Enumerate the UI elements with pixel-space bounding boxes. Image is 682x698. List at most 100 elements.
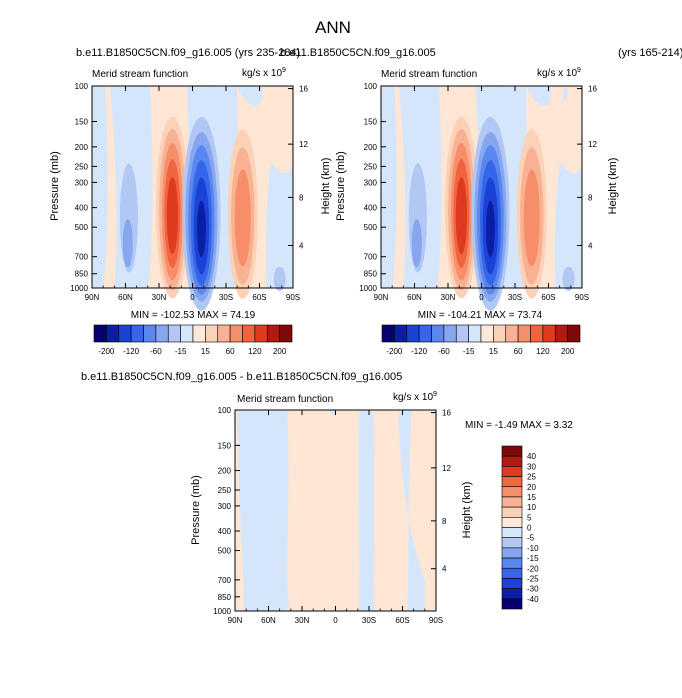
panel2-strat-blue (526, 86, 552, 106)
panel-case1: Merid stream function kg/s x 109 90N 60N 3… (49, 67, 332, 321)
colorbar3-swatch (501, 598, 523, 610)
panel3-ytick-label: 850 (218, 593, 232, 602)
panel1-strat-blue (237, 86, 263, 106)
panel2-xtick-label: 30N (441, 293, 456, 302)
colorbar3-swatch (501, 567, 523, 579)
panel2-units-label: kg/s x 10 (537, 68, 577, 79)
panel3-ytick-label: 150 (218, 441, 232, 450)
panel3-plot-title: Merid stream function (237, 394, 333, 405)
panel1-ytick-label: 400 (75, 204, 89, 213)
panel1-y2tick-label: 4 (299, 241, 304, 250)
colorbar1-swatch (167, 324, 181, 343)
colorbar3-swatch (501, 466, 523, 477)
colorbar2-label: -60 (438, 347, 450, 356)
colorbar3-label: -30 (527, 585, 539, 594)
colorbar3-label: 5 (527, 513, 532, 522)
colorbar1-swatch (279, 324, 293, 343)
colorbar3-swatch (501, 547, 523, 559)
panel2-ytick-label: 850 (364, 270, 378, 279)
panel2-strat-blue-2 (562, 88, 568, 101)
panel3-y2tick-label: 8 (442, 517, 447, 526)
panel3-region-nh-negative (237, 410, 290, 611)
panel2-cell-north-polar (381, 86, 397, 288)
panel1-y2tick-label: 12 (299, 140, 308, 149)
colorbar3-swatch (501, 445, 523, 457)
panel-difference: Merid stream function kg/s x 109 90N 60N 3… (190, 391, 573, 625)
panel3-region-sh-polar-negative (398, 410, 425, 611)
panel2-ytick-label: 150 (364, 118, 378, 127)
colorbar2-label: 200 (561, 347, 575, 356)
colorbar1-swatch (217, 324, 231, 343)
panel2-xtick-label: 90N (374, 293, 389, 302)
panel2-ytick-label: 200 (364, 143, 378, 152)
panel2-units: kg/s x 109 (537, 67, 581, 79)
colorbar1-swatch (254, 324, 268, 343)
panel2-header: b.e11.B1850C5CN.f09_g16.005 (280, 47, 436, 59)
panel2-xtick-label: 90S (575, 293, 589, 302)
panel2-xtick-label: 60N (407, 293, 422, 302)
colorbar3-label: -40 (527, 595, 539, 604)
colorbar3-label: 40 (527, 452, 536, 461)
colorbar2-swatch (530, 324, 544, 343)
colorbar1-swatch (155, 324, 169, 343)
panel2-units-exp: 9 (577, 67, 581, 74)
colorbar1-swatch (180, 324, 194, 343)
colorbar2-label: 15 (489, 347, 498, 356)
colorbar3-label: 10 (527, 503, 536, 512)
colorbar1-swatch (242, 324, 256, 343)
panel2-ytick-label: 300 (364, 178, 378, 187)
colorbar2-swatch (455, 324, 469, 343)
panel3-xtick-label: 0 (333, 616, 338, 625)
diff-header: b.e11.B1850C5CN.f09_g16.005 - b.e11.B185… (81, 371, 402, 383)
colorbar3-label: 15 (527, 493, 536, 502)
colorbar3-label: -25 (527, 574, 539, 583)
panel2-cell-sh-polar-core (562, 266, 575, 291)
panel3-xtick-label: 60S (395, 616, 409, 625)
colorbar2-swatch (468, 324, 482, 343)
panel3-ytick-label: 250 (218, 486, 232, 495)
colorbar2-swatch (554, 324, 568, 343)
panel3-ytick-label: 700 (218, 576, 232, 585)
colorbar2-swatch (406, 324, 420, 343)
panel1-xtick-label: 90S (286, 293, 300, 302)
panel2-cell-sh-hadley-5 (486, 200, 495, 258)
panel2-xtick-label: 30S (508, 293, 522, 302)
colorbar1-swatch (205, 324, 219, 343)
panel3-xtick-label: 30N (295, 616, 310, 625)
colorbar3-swatch (501, 537, 523, 549)
panel2-years: (yrs 165-214) (618, 47, 682, 59)
panel1-cell-nh-ferrel-core2 (122, 218, 133, 268)
colorbar3-swatch (501, 578, 523, 589)
colorbar2-swatch (381, 324, 395, 343)
colorbar1-swatch (106, 324, 120, 343)
colorbar2-label: 120 (536, 347, 550, 356)
panel1-cell-sh-hadley-5 (197, 200, 206, 258)
colorbar3-label: -10 (527, 544, 539, 553)
panel2-ytick-label: 250 (364, 162, 378, 171)
panel1-ytick-label: 200 (75, 143, 89, 152)
colorbar2-swatch (542, 324, 556, 343)
panel3-y2tick-label: 16 (442, 409, 451, 418)
panel1-plot-area: 90N 60N 30N 0 30S 60S 90S 100 150 200 250 300 400 500… (70, 82, 308, 311)
colorbar3-swatch (501, 496, 523, 508)
colorbar3-swatch (501, 486, 523, 498)
panel2-ytick-label: 500 (364, 223, 378, 232)
colorbar3-label: -20 (527, 564, 539, 573)
panel1-ytick-label: 500 (75, 223, 89, 232)
panel1-header: b.e11.B1850C5CN.f09_g16.005 (yrs 235-284… (76, 47, 300, 59)
colorbar2-label: 60 (514, 347, 523, 356)
colorbar2-swatch (431, 324, 445, 343)
figure-title: ANN (315, 18, 351, 37)
panel2-y2tick-label: 8 (588, 193, 593, 202)
colorbar3-swatch (501, 527, 523, 538)
panel3-ytick-label: 500 (218, 546, 232, 555)
colorbar3-swatch (501, 455, 523, 467)
panel2-minmax: MIN = -104.21 MAX = 73.74 (418, 310, 543, 321)
panel3-xtick-label: 90N (228, 616, 243, 625)
colorbar2-swatch (505, 324, 519, 343)
colorbar3-swatch (501, 506, 523, 518)
colorbar2-label: -15 (463, 347, 475, 356)
panel2-ytick-label: 1000 (359, 284, 377, 293)
